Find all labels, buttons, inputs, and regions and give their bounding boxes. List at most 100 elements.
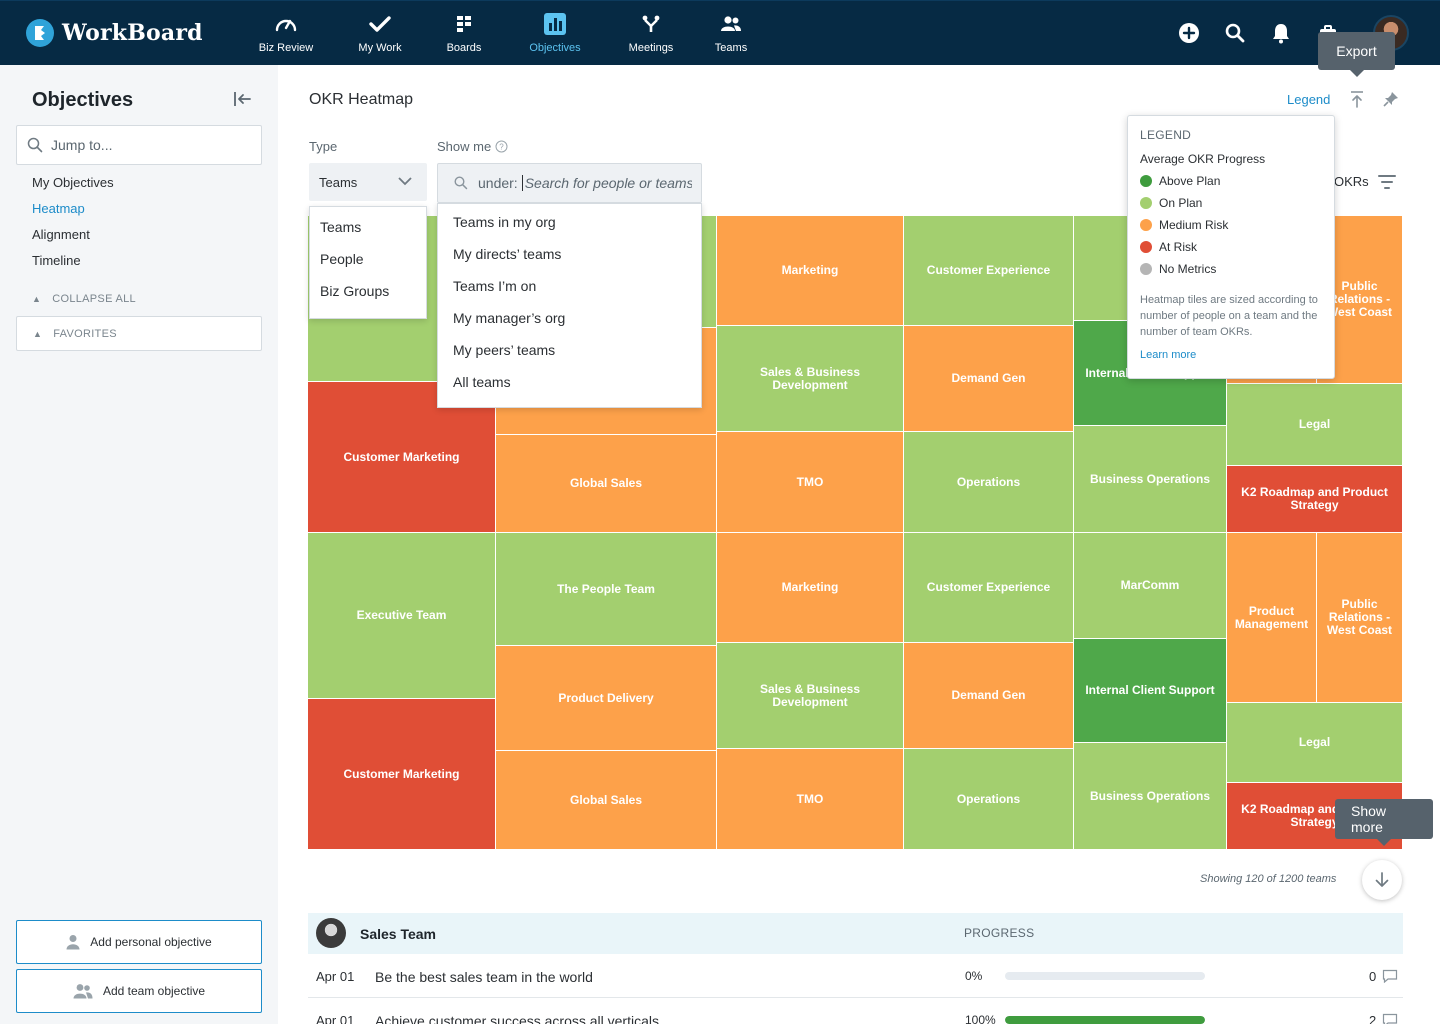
favorites-section[interactable]: ▲ FAVORITES (16, 316, 262, 351)
show-option-all-teams[interactable]: All teams (453, 374, 511, 390)
search-button[interactable] (1217, 15, 1253, 51)
comment-icon[interactable] (1382, 1013, 1398, 1024)
heatmap-tile[interactable]: Executive Team (308, 533, 496, 699)
app-name: WorkBoard (62, 20, 203, 46)
nav-boards[interactable]: Boards (440, 1, 488, 66)
table-row[interactable]: Apr 01 Achieve customer success across a… (308, 998, 1403, 1024)
heatmap-tile[interactable]: Demand Gen (904, 643, 1074, 749)
notifications-button[interactable] (1263, 15, 1299, 51)
heatmap-tile[interactable]: The People Team (496, 533, 717, 646)
filter-icon[interactable] (1377, 173, 1397, 191)
team-name[interactable]: Sales Team (360, 926, 437, 942)
okr-title[interactable]: Achieve customer success across all vert… (375, 1013, 659, 1024)
sidebar-link-my-objectives[interactable]: My Objectives (32, 175, 114, 190)
export-button[interactable] (1347, 89, 1367, 109)
okrs-sort-label[interactable]: OKRs (1334, 174, 1369, 189)
page-title: OKR Heatmap (309, 91, 414, 108)
nav-biz-review[interactable]: Biz Review (258, 1, 314, 66)
search-icon (1225, 23, 1245, 43)
heatmap-tile[interactable]: Demand Gen (904, 326, 1074, 432)
nav-label: Biz Review (258, 42, 314, 54)
show-more-button[interactable] (1362, 860, 1402, 900)
meetings-icon (639, 12, 663, 36)
type-option-people[interactable]: People (320, 251, 364, 267)
show-me-search: under: (437, 163, 702, 203)
jump-to-search (16, 125, 262, 165)
legend-dot (1140, 175, 1152, 187)
legend-link[interactable]: Legend (1287, 92, 1331, 107)
heatmap-tile[interactable]: Legal (1227, 384, 1403, 466)
legend-dot (1140, 197, 1152, 209)
bar-chart-icon (543, 12, 567, 36)
heatmap-tile[interactable]: Internal Client Support (1074, 639, 1227, 743)
show-option-my-directs-teams[interactable]: My directs’ teams (453, 246, 562, 262)
create-button[interactable] (1171, 15, 1207, 51)
heatmap-tile[interactable]: Product Management (1227, 533, 1317, 703)
legend-dot (1140, 241, 1152, 253)
sidebar-link-heatmap[interactable]: Heatmap (32, 201, 85, 216)
workboard-logo[interactable]: WorkBoard (26, 17, 203, 49)
nav-meetings[interactable]: Meetings (624, 1, 678, 66)
help-icon[interactable]: ? (495, 140, 508, 153)
heatmap-tile[interactable]: TMO (717, 432, 904, 533)
pin-button[interactable] (1381, 89, 1401, 109)
collapse-all-button[interactable]: ▲ COLLAPSE ALL (32, 293, 136, 305)
team-avatar[interactable] (316, 918, 346, 948)
nav-teams[interactable]: Teams (712, 1, 750, 66)
legend-subtitle: Average OKR Progress (1140, 152, 1266, 166)
nav-my-work[interactable]: My Work (352, 1, 408, 66)
learn-more-link[interactable]: Learn more (1140, 349, 1197, 361)
comment-icon[interactable] (1382, 969, 1398, 983)
show-option-teams-im-on[interactable]: Teams I’m on (453, 278, 537, 294)
jump-to-input[interactable] (51, 137, 241, 153)
type-option-teams[interactable]: Teams (320, 219, 362, 235)
heatmap-tile[interactable]: Public Relations - West Coast (1317, 533, 1403, 703)
heatmap-tile[interactable]: K2 Roadmap and Product Strategy (1227, 466, 1403, 533)
heatmap-tile[interactable]: Sales & Business Development (717, 326, 904, 432)
sidebar-link-timeline[interactable]: Timeline (32, 253, 81, 268)
heatmap-tile[interactable]: Global Sales (496, 751, 717, 850)
heatmap-tile[interactable]: Global Sales (496, 435, 717, 533)
teams-icon (719, 12, 743, 36)
okr-progress-value: 0% (965, 969, 983, 983)
heatmap-tile[interactable]: Business Operations (1074, 743, 1227, 850)
heatmap-tile[interactable]: Marketing (717, 533, 904, 643)
heatmap-tile[interactable]: Legal (1227, 703, 1403, 783)
heatmap-tile[interactable]: Business Operations (1074, 426, 1227, 533)
okr-date: Apr 01 (316, 969, 355, 984)
heatmap-tile[interactable]: Operations (904, 749, 1074, 850)
top-navigation-bar: WorkBoard Biz Review My Work Boards Obje… (0, 0, 1440, 65)
type-select[interactable]: Teams (309, 163, 427, 201)
type-option-biz-groups[interactable]: Biz Groups (320, 283, 390, 299)
check-icon (368, 12, 392, 36)
person-icon (66, 934, 80, 950)
heatmap-tile[interactable]: Customer Marketing (308, 699, 496, 850)
workboard-logo-mark (26, 19, 54, 47)
heatmap-tile[interactable]: MarComm (1074, 533, 1227, 639)
sidebar-title: Objectives (32, 89, 134, 111)
legend-popover: LEGEND Average OKR Progress Above Plan O… (1127, 115, 1335, 379)
add-personal-label: Add personal objective (90, 935, 212, 949)
search-icon (454, 176, 468, 190)
heatmap-tile[interactable]: Product Delivery (496, 646, 717, 751)
sidebar-link-alignment[interactable]: Alignment (32, 227, 90, 242)
heatmap-tile[interactable]: Marketing (717, 216, 904, 326)
show-option-my-peers-teams[interactable]: My peers’ teams (453, 342, 556, 358)
heatmap-tile[interactable]: Sales & Business Development (717, 643, 904, 749)
show-option-teams-in-my-org[interactable]: Teams in my org (453, 214, 556, 230)
collapse-sidebar-button[interactable] (232, 89, 252, 109)
heatmap-tile[interactable]: TMO (717, 749, 904, 850)
add-team-objective-button[interactable]: Add team objective (16, 969, 262, 1013)
legend-title: LEGEND (1140, 128, 1192, 142)
show-option-my-managers-org[interactable]: My manager’s org (453, 310, 566, 326)
table-row[interactable]: Apr 01 Be the best sales team in the wor… (308, 954, 1403, 998)
add-personal-objective-button[interactable]: Add personal objective (16, 920, 262, 964)
show-me-input[interactable] (521, 175, 692, 191)
okr-title[interactable]: Be the best sales team in the world (375, 969, 593, 985)
export-tooltip: Export (1318, 32, 1395, 77)
heatmap-tile[interactable]: Operations (904, 432, 1074, 533)
heatmap-tile[interactable]: Customer Experience (904, 533, 1074, 643)
nav-objectives[interactable]: Objectives (526, 1, 584, 66)
heatmap-tile[interactable]: Customer Experience (904, 216, 1074, 326)
chevron-down-icon (398, 177, 412, 186)
